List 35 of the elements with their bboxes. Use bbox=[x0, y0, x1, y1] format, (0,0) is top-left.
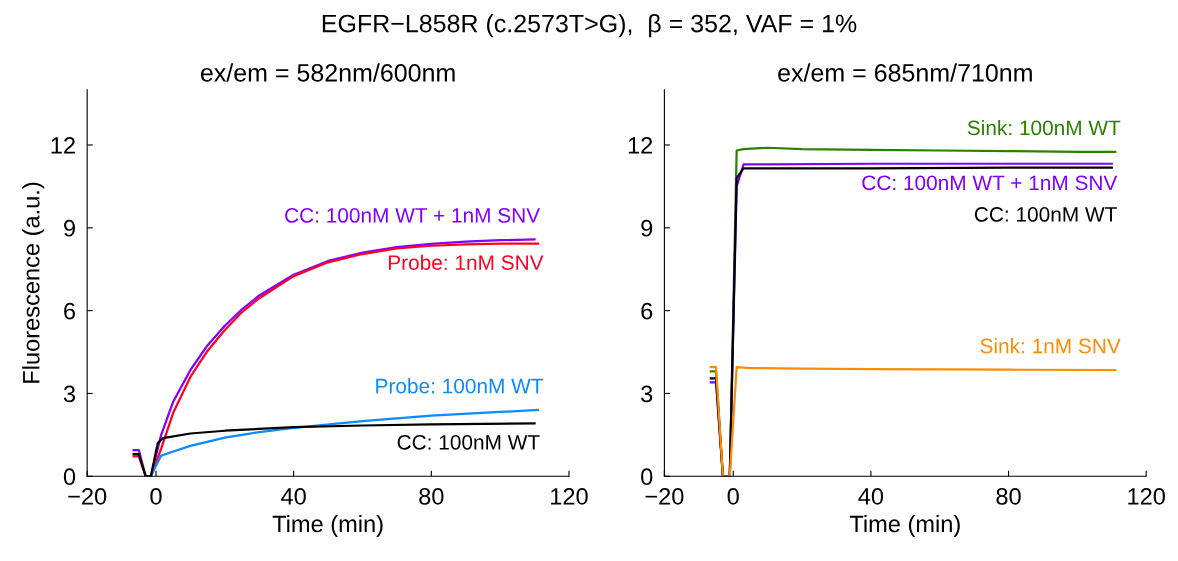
series-label: CC: 100nM WT + 1nM SNV bbox=[285, 208, 541, 223]
y-tick-label: 0 bbox=[63, 468, 76, 486]
y-tick-label: 12 bbox=[51, 137, 75, 154]
y-tick-label: 9 bbox=[64, 219, 75, 237]
series-label: CC: 100nM WT bbox=[397, 434, 540, 450]
x-tick-label: 120 bbox=[1128, 488, 1165, 505]
y-tick-label: 12 bbox=[628, 137, 653, 154]
y-tick-label: 6 bbox=[64, 302, 76, 320]
x-tick-label: 120 bbox=[551, 488, 588, 505]
x-tick-label: 40 bbox=[858, 488, 884, 505]
x-axis-title: Time (min) bbox=[272, 514, 383, 537]
y-tick-label: 0 bbox=[641, 468, 653, 486]
x-axis-title: Time (min) bbox=[849, 514, 960, 537]
chart-title: ex/em = 582nm/600nm bbox=[200, 63, 455, 82]
x-tick-label: 80 bbox=[996, 488, 1021, 505]
x-tick-label: −20 bbox=[68, 488, 107, 505]
y-tick-label: 9 bbox=[641, 219, 653, 237]
series-label: Probe: 100nM WT bbox=[376, 378, 544, 394]
x-tick-label: 80 bbox=[419, 488, 444, 505]
y-tick-label: 6 bbox=[641, 302, 653, 320]
text: EGFR−L858R (c.2573T>G), β = 352, VAF = 1% bbox=[322, 14, 857, 38]
y-axis-title: Fluorescence (a.u.) bbox=[22, 182, 45, 383]
series-label: CC: 100nM WT + 1nM SNV bbox=[862, 175, 1118, 191]
y-tick-label: 3 bbox=[63, 385, 76, 403]
chart-title: ex/em = 685nm/710nm bbox=[778, 63, 1032, 82]
y-tick-label: 3 bbox=[641, 385, 653, 403]
x-tick-label: −20 bbox=[645, 488, 684, 505]
x-tick-label: 0 bbox=[727, 488, 739, 505]
x-tick-label: 0 bbox=[150, 488, 162, 505]
series-label: Probe: 1nM SNV bbox=[388, 254, 544, 270]
series-label: Sink: 1nM SNV bbox=[980, 338, 1121, 354]
line-series bbox=[709, 366, 1117, 477]
series-label: Sink: 100nM WT bbox=[967, 119, 1121, 136]
x-tick-label: 40 bbox=[281, 488, 306, 505]
series-label: CC: 100nM WT bbox=[974, 207, 1117, 222]
